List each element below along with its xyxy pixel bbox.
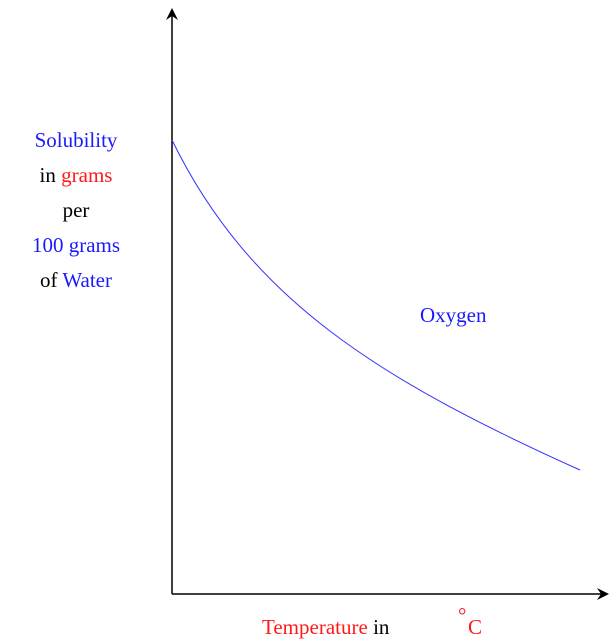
degree-sign: ° (458, 603, 466, 627)
label-part: grams (61, 163, 112, 187)
label-part: per (63, 198, 90, 222)
x-axis-label: Temperature in (262, 615, 390, 639)
label-part: Temperature (262, 615, 368, 639)
solubility-curve (171, 139, 581, 471)
label-part: in (373, 615, 390, 639)
y-label-line: per (63, 198, 90, 222)
y-label-line: 100 grams (32, 233, 120, 257)
y-axis-label: Solubility in grams per 100 grams of Wat… (32, 128, 120, 292)
label-part: Water (62, 268, 112, 292)
label-part: 100 grams (32, 233, 120, 257)
label-part: of (40, 268, 58, 292)
label-part: Solubility (35, 128, 118, 152)
unit-label: C (468, 615, 482, 639)
y-label-line: in grams (40, 163, 113, 187)
y-label-line: Solubility (35, 128, 118, 152)
label-part: in (40, 163, 57, 187)
y-label-line: of Water (40, 268, 112, 292)
curve-label: Oxygen (420, 303, 487, 327)
